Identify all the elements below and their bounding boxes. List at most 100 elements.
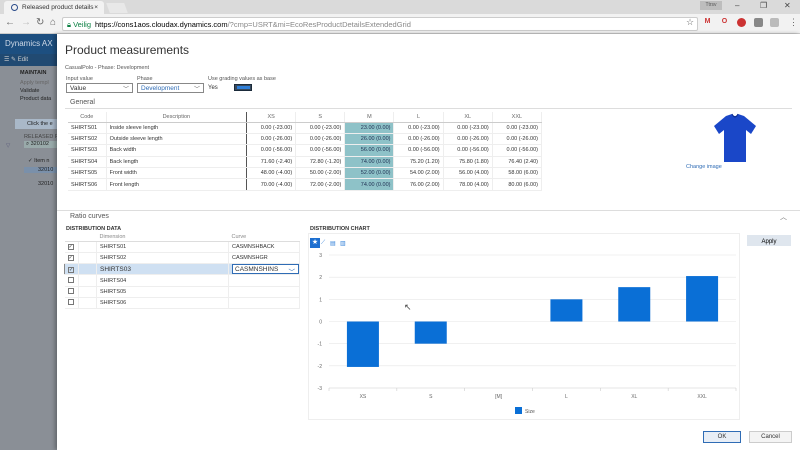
measurement-cell[interactable]: 58.00 (6.00) xyxy=(492,167,543,180)
measurement-cell[interactable]: 26.00 (0.00) xyxy=(344,133,395,146)
phase-select[interactable]: Development ﹀ xyxy=(137,83,204,93)
list-column[interactable]: ✓ Item n xyxy=(28,158,50,164)
input-value-select[interactable]: Value ﹀ xyxy=(66,83,133,93)
measurement-cell[interactable]: 78.00 (4.00) xyxy=(443,178,493,191)
measurement-cell[interactable]: 0.00 (-23.00) xyxy=(443,122,493,134)
gmail-icon[interactable]: M xyxy=(704,18,711,25)
measurement-cell[interactable]: 0.00 (-23.00) xyxy=(492,122,543,134)
apply-button[interactable]: Apply xyxy=(747,235,791,246)
column-header[interactable]: XXL xyxy=(492,112,543,123)
table-row[interactable]: SHIRTS04 Back length 71.60 (-2.40) 72.80 (-… xyxy=(68,156,543,169)
measurement-cell[interactable]: 0.00 (-56.00) xyxy=(492,144,543,157)
row-checkbox[interactable]: ✓ xyxy=(64,241,79,253)
table-row[interactable]: SHIRTS03 Back width 0.00 (-56.00) 0.00 (-56… xyxy=(68,144,543,157)
row-checkbox[interactable]: ✓ xyxy=(64,252,79,265)
bar-chart-icon[interactable]: ▥ xyxy=(340,241,346,247)
column-header[interactable]: XS xyxy=(246,112,297,123)
curve-cell[interactable]: CASMNSHGR xyxy=(228,252,300,265)
curve-cell[interactable] xyxy=(228,286,300,298)
cancel-button[interactable]: Cancel xyxy=(749,431,792,443)
column-header[interactable]: Code xyxy=(68,112,107,123)
measurement-cell[interactable]: 0.00 (-23.00) xyxy=(393,122,444,134)
chart-favorite-icon[interactable]: ★ xyxy=(310,238,320,248)
bookmark-star-icon[interactable]: ☆ xyxy=(686,17,695,27)
row-checkbox[interactable] xyxy=(64,286,79,298)
extension-icon[interactable] xyxy=(754,18,763,27)
column-header-curve[interactable]: Curve xyxy=(228,233,300,242)
column-header-dimension[interactable]: Dimension xyxy=(96,233,229,242)
back-icon[interactable]: ← xyxy=(5,17,15,28)
checkbox[interactable] xyxy=(67,299,74,306)
measurement-cell[interactable]: 0.00 (-26.00) xyxy=(443,133,493,146)
checkbox[interactable] xyxy=(67,276,74,283)
close-tab-icon[interactable]: × xyxy=(94,4,98,11)
new-tab-button[interactable] xyxy=(106,3,128,13)
curve-input[interactable]: CASMNSHINS ﹀ xyxy=(232,264,299,277)
measurement-cell[interactable]: 0.00 (-56.00) xyxy=(393,144,444,157)
list-row[interactable]: 32010 xyxy=(38,181,54,187)
measurement-cell[interactable]: 71.60 (-2.40) xyxy=(246,156,297,169)
reload-icon[interactable]: ↻ xyxy=(36,17,45,28)
checkbox[interactable]: ✓ xyxy=(67,243,74,250)
curve-cell[interactable] xyxy=(228,297,300,310)
filter-icon[interactable]: ▽ xyxy=(6,143,11,149)
table-row[interactable]: SHIRTS01 Inside sleeve length 0.00 (-23.00… xyxy=(68,122,543,134)
list-item[interactable]: ✓ SHIRTS03 CASMNSHINS ﹀ xyxy=(64,263,300,277)
measurement-cell[interactable]: 23.00 (0.00) xyxy=(344,122,395,134)
list-item[interactable]: ✓ SHIRTS01 CASMNSHBACK xyxy=(64,241,300,253)
chrome-menu-icon[interactable]: ⋮ xyxy=(789,17,798,27)
column-header[interactable]: M xyxy=(344,112,395,123)
measurement-cell[interactable]: 0.00 (-56.00) xyxy=(295,144,346,157)
collapse-chevron-icon[interactable]: ︿ xyxy=(780,214,787,221)
measurement-cell[interactable]: 75.20 (1.20) xyxy=(393,156,444,169)
list-item[interactable]: SHIRTS05 xyxy=(64,286,300,298)
forward-icon[interactable]: → xyxy=(21,17,31,28)
measurement-cell[interactable]: 54.00 (2.00) xyxy=(393,167,444,180)
line-chart-icon[interactable]: ⟋ xyxy=(321,240,326,246)
row-checkbox[interactable]: ✓ xyxy=(64,263,79,276)
measurement-cell[interactable]: 0.00 (-26.00) xyxy=(246,133,297,146)
browser-tab[interactable]: Released product details × xyxy=(4,1,104,14)
close-window-icon[interactable]: ✕ xyxy=(784,1,791,10)
measurement-cell[interactable]: 72.80 (-1.20) xyxy=(295,156,346,169)
adblock-icon[interactable] xyxy=(737,18,746,27)
measurement-cell[interactable]: 72.00 (-2.00) xyxy=(295,178,346,191)
extension-2-icon[interactable] xyxy=(770,18,779,27)
url-input[interactable]: 🔒︎ Veilig https://cons1aos.cloudax.dynami… xyxy=(62,17,698,31)
measurement-cell[interactable]: 0.00 (-26.00) xyxy=(492,133,543,146)
measurement-cell[interactable]: 0.00 (-23.00) xyxy=(295,122,346,134)
chevron-down-icon[interactable]: ﹀ xyxy=(288,269,296,277)
home-icon[interactable]: ⌂ xyxy=(50,17,57,28)
area-chart-icon[interactable]: ▤ xyxy=(330,241,336,247)
ratio-curves-heading[interactable]: Ratio curves xyxy=(70,213,109,220)
table-row[interactable]: SHIRTS05 Front width 48.00 (-4.00) 50.00 (-… xyxy=(68,167,543,180)
measurement-cell[interactable]: 0.00 (-56.00) xyxy=(246,144,297,157)
list-item[interactable]: ✓ SHIRTS02 CASMNSHGR xyxy=(64,252,300,265)
checkbox[interactable] xyxy=(67,287,74,294)
measurement-cell[interactable]: 70.00 (-4.00) xyxy=(246,178,297,191)
measurement-cell[interactable]: 48.00 (-4.00) xyxy=(246,167,297,180)
measurement-cell[interactable]: 75.80 (1.80) xyxy=(443,156,493,169)
edit-button[interactable]: Edit xyxy=(17,57,29,63)
change-image-link[interactable]: Change image xyxy=(686,164,722,170)
general-section-heading[interactable]: General xyxy=(70,99,95,106)
list-item[interactable]: SHIRTS04 xyxy=(64,274,300,287)
curve-cell[interactable] xyxy=(228,274,300,287)
measurement-cell[interactable]: 76.40 (2.40) xyxy=(492,156,543,169)
list-item[interactable]: SHIRTS06 xyxy=(64,297,300,310)
table-row[interactable]: SHIRTS02 Outside sleeve length 0.00 (-26.0… xyxy=(68,133,543,146)
measurement-cell[interactable]: 74.00 (0.00) xyxy=(344,156,395,169)
measurement-cell[interactable]: 80.00 (6.00) xyxy=(492,178,543,191)
curve-cell[interactable]: CASMNSHINS ﹀ xyxy=(228,263,300,277)
column-header[interactable]: XL xyxy=(443,112,493,123)
column-header[interactable]: Description xyxy=(106,112,248,123)
measurement-cell[interactable]: 0.00 (-26.00) xyxy=(295,133,346,146)
row-checkbox[interactable] xyxy=(64,274,79,287)
measurement-cell[interactable]: 74.00 (0.00) xyxy=(344,178,395,191)
row-checkbox[interactable] xyxy=(64,297,79,310)
grading-toggle[interactable] xyxy=(234,84,252,91)
column-header[interactable]: L xyxy=(393,112,444,123)
opera-icon[interactable]: O xyxy=(721,18,728,25)
ok-button[interactable]: OK xyxy=(703,431,741,443)
table-row[interactable]: SHIRTS06 Front length 70.00 (-4.00) 72.00 (… xyxy=(68,178,543,191)
